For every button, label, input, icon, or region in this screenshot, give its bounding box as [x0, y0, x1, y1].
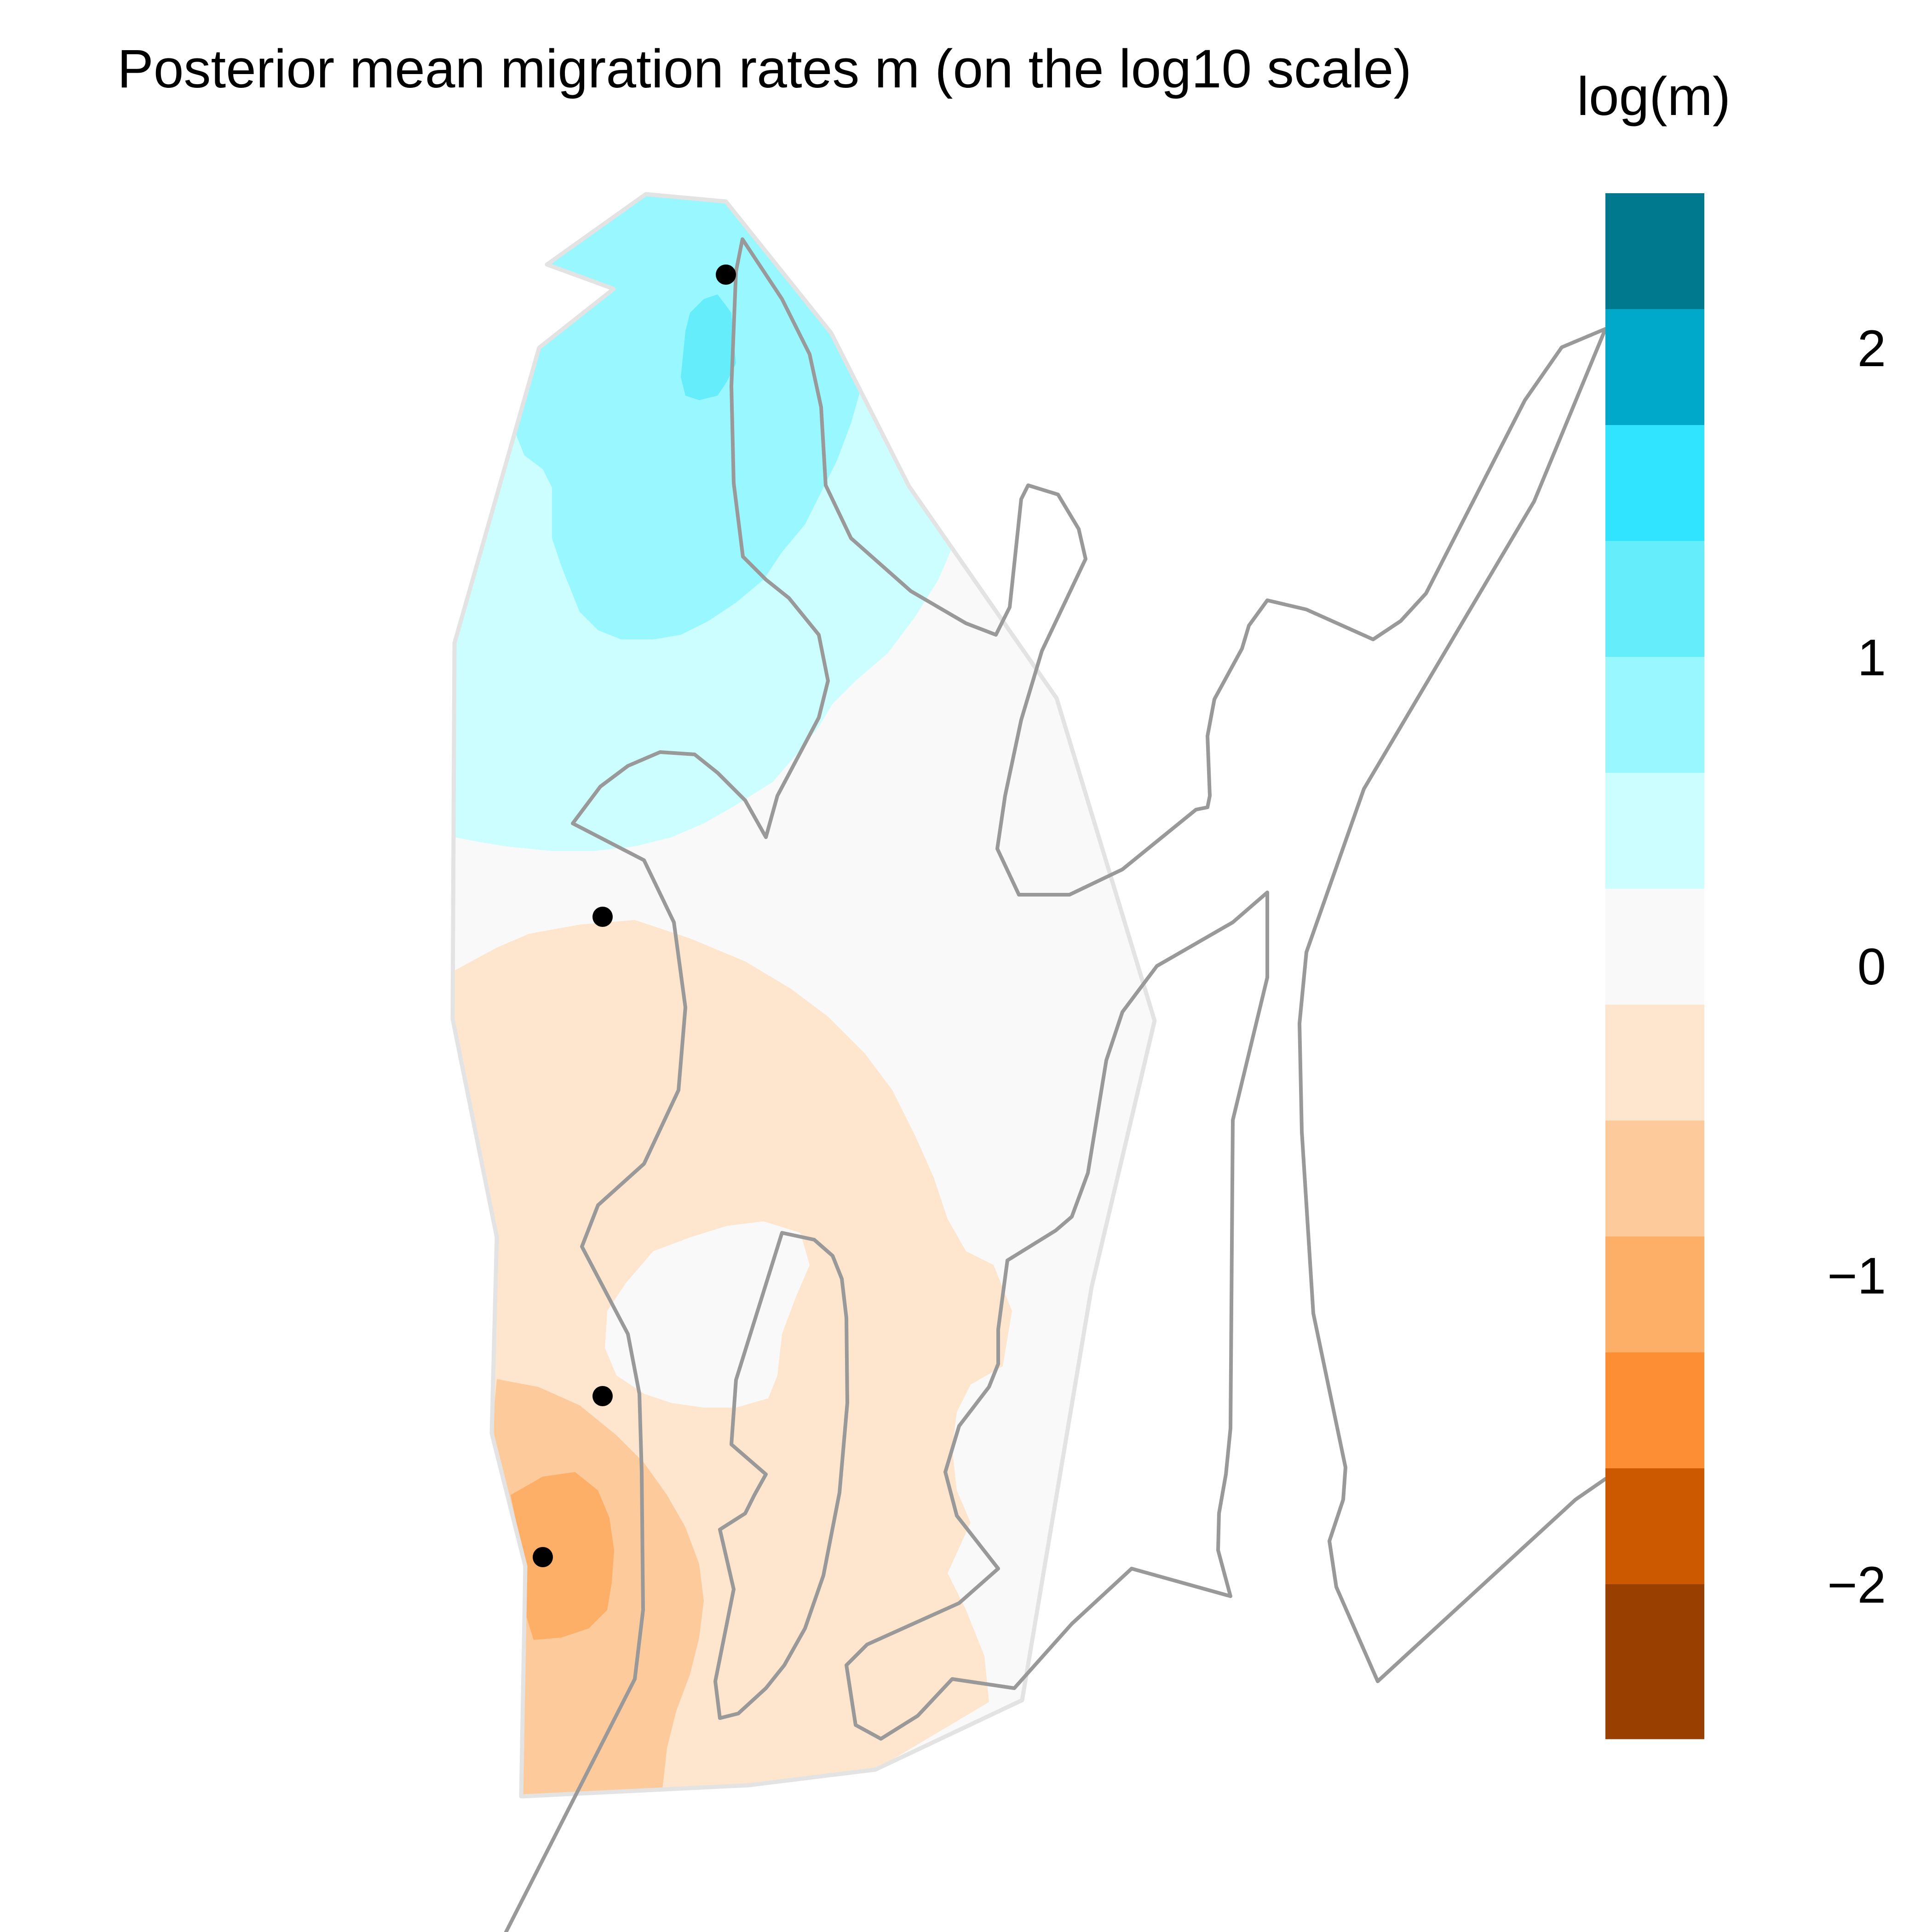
legend-bin: [1605, 193, 1704, 310]
deme-point: [592, 907, 613, 927]
map-boundaries: [504, 237, 1607, 1932]
legend-tick-label: 2: [1857, 320, 1886, 377]
legend-bin: [1605, 1468, 1704, 1585]
legend-bin: [1605, 1352, 1704, 1469]
legend-color-bins: [1605, 193, 1704, 1739]
legend-tick-label: 1: [1857, 629, 1886, 686]
legend-bin: [1605, 1005, 1704, 1121]
region-southwest-core: [511, 1472, 614, 1640]
map-boundary-southeast: [845, 891, 1269, 1741]
legend-tick-labels: 2 1 0 −1 −2: [1827, 320, 1886, 1614]
legend-bin: [1605, 773, 1704, 889]
deme-point: [716, 264, 736, 285]
legend-bin: [1605, 1584, 1704, 1739]
map-boundary-west: [504, 237, 830, 1932]
color-legend: log(m) 2 1 0 −1 −2: [1577, 66, 1886, 1739]
legend-bin: [1605, 889, 1704, 1005]
map-boundary-northeast: [741, 237, 1607, 1683]
chart-title: Posterior mean migration rates m (on the…: [117, 39, 1412, 99]
region-high-north: [681, 294, 736, 400]
legend-bin: [1605, 657, 1704, 773]
deme-points: [533, 264, 736, 1567]
legend-bin: [1605, 1121, 1704, 1237]
legend-tick-label: 0: [1857, 938, 1886, 995]
legend-tick-label: −2: [1827, 1556, 1886, 1614]
legend-bin: [1605, 1236, 1704, 1353]
legend-title: log(m): [1577, 66, 1731, 127]
deme-point: [533, 1547, 553, 1567]
legend-tick-label: −1: [1827, 1247, 1886, 1305]
legend-bin: [1605, 425, 1704, 541]
deme-point: [592, 1386, 613, 1406]
habitat-outline: [450, 192, 1157, 1799]
map-boundary-center: [713, 1231, 849, 1720]
legend-bin: [1605, 541, 1704, 657]
legend-bin: [1605, 309, 1704, 426]
migration-surface: [453, 194, 1155, 1796]
region-north: [515, 194, 860, 639]
